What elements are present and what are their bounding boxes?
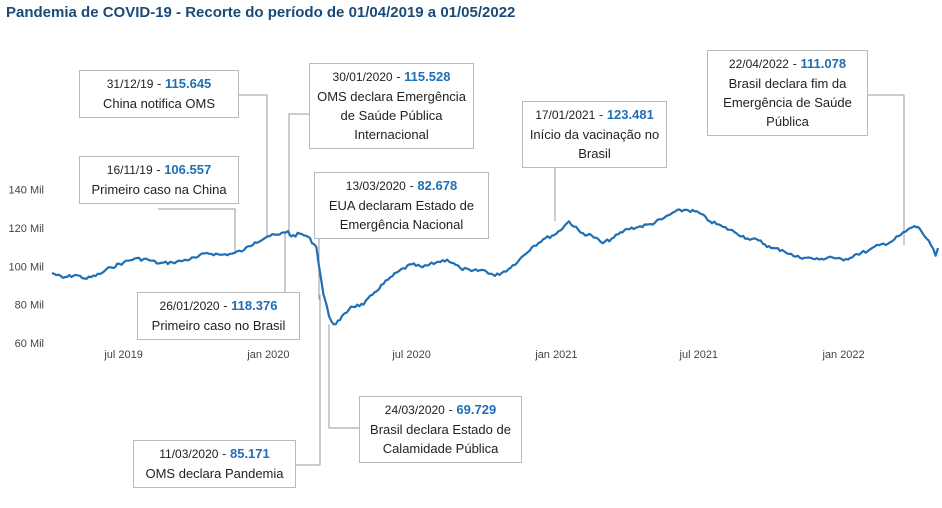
y-axis: 60 Mil 80 Mil 100 Mil 120 Mil 140 Mil bbox=[9, 185, 44, 350]
x-axis: jul 2019 jan 2020 jul 2020 jan 2021 jul 2021… bbox=[103, 349, 864, 361]
chart-title: Pandemia de COVID-19 - Recorte do períod… bbox=[6, 4, 516, 21]
annotation-box: 16/11/19 - 106.557 Primeiro caso na China bbox=[79, 156, 239, 204]
annotation-box: 22/04/2022 - 111.078 Brasil declara fim d… bbox=[707, 50, 868, 136]
annotation-header: 13/03/2020 - 82.678 bbox=[315, 176, 488, 196]
annotation-header: 30/01/2020 - 115.528 bbox=[310, 67, 473, 87]
annotation-date: 24/03/2020 bbox=[384, 403, 445, 417]
annotation-text: Primeiro caso na China bbox=[91, 182, 227, 197]
annotation-box: 17/01/2021 - 123.481 Início da vacinação … bbox=[522, 101, 667, 168]
x-tick-label: jan 2022 bbox=[821, 349, 864, 361]
annotation-value: 82.678 bbox=[417, 178, 458, 193]
annotation-box: 11/03/2020 - 85.171 OMS declara Pandemia bbox=[133, 440, 296, 488]
annotation-date: 16/11/19 bbox=[106, 163, 153, 177]
annotation-box: 13/03/2020 - 82.678 EUA declaram Estado d… bbox=[314, 172, 489, 239]
annotation-text: China notifica OMS bbox=[103, 96, 215, 111]
annotation-header: 31/12/19 - 115.645 bbox=[80, 74, 238, 94]
annotation-leader-lines bbox=[158, 94, 905, 466]
annotation-leader bbox=[288, 113, 309, 237]
annotation-separator: - bbox=[444, 402, 457, 417]
annotation-text: Primeiro caso no Brasil bbox=[151, 318, 286, 333]
annotation-separator: - bbox=[595, 107, 607, 122]
annotation-separator: - bbox=[153, 76, 165, 91]
annotation-date: 13/03/2020 bbox=[345, 179, 406, 193]
annotation-leader bbox=[296, 294, 321, 466]
y-tick-label: 80 Mil bbox=[15, 300, 44, 312]
annotation-header: 11/03/2020 - 85.171 bbox=[134, 444, 295, 464]
annotation-value: 106.557 bbox=[164, 162, 212, 177]
annotation-header: 22/04/2022 - 111.078 bbox=[708, 54, 867, 74]
annotation-header: 17/01/2021 - 123.481 bbox=[523, 105, 666, 125]
x-tick-label: jul 2021 bbox=[679, 349, 719, 361]
annotation-date: 17/01/2021 bbox=[535, 108, 596, 122]
annotation-leader bbox=[868, 94, 905, 246]
annotation-separator: - bbox=[392, 69, 405, 84]
x-tick-label: jul 2020 bbox=[391, 349, 431, 361]
series-line bbox=[51, 208, 940, 326]
annotation-date: 31/12/19 bbox=[106, 77, 154, 91]
annotation-text: OMS declara Emergência de Saúde Pública … bbox=[317, 89, 466, 142]
annotation-value: 69.729 bbox=[456, 402, 497, 417]
annotation-text: OMS declara Pandemia bbox=[145, 466, 284, 481]
annotation-date: 11/03/2020 bbox=[159, 447, 219, 461]
annotation-separator: - bbox=[788, 56, 801, 71]
annotation-value: 123.481 bbox=[606, 107, 654, 122]
annotation-value: 111.078 bbox=[800, 56, 847, 71]
annotation-separator: - bbox=[152, 162, 165, 177]
x-tick-label: jan 2021 bbox=[534, 349, 577, 361]
annotation-box: 30/01/2020 - 115.528 OMS declara Emergênc… bbox=[309, 63, 474, 149]
annotation-separator: - bbox=[218, 446, 230, 461]
annotation-date: 26/01/2020 bbox=[159, 299, 220, 313]
annotation-value: 118.376 bbox=[231, 298, 278, 313]
annotation-header: 24/03/2020 - 69.729 bbox=[360, 400, 521, 420]
annotation-text: EUA declaram Estado de Emergência Nacion… bbox=[328, 198, 475, 232]
y-tick-label: 100 Mil bbox=[9, 261, 44, 273]
y-tick-label: 140 Mil bbox=[9, 185, 44, 197]
annotation-box: 24/03/2020 - 69.729 Brasil declara Estado… bbox=[359, 396, 522, 463]
annotation-value: 115.528 bbox=[404, 69, 451, 84]
y-tick-label: 120 Mil bbox=[9, 223, 44, 235]
annotation-date: 30/01/2020 bbox=[332, 70, 393, 84]
annotation-leader bbox=[158, 208, 236, 254]
annotation-leader bbox=[239, 94, 268, 237]
annotation-value: 85.171 bbox=[229, 446, 270, 461]
annotation-separator: - bbox=[405, 178, 418, 193]
annotation-box: 31/12/19 - 115.645 China notifica OMS bbox=[79, 70, 239, 118]
y-tick-label: 60 Mil bbox=[15, 338, 44, 350]
x-tick-label: jan 2020 bbox=[246, 349, 289, 361]
annotation-separator: - bbox=[219, 298, 232, 313]
x-tick-label: jul 2019 bbox=[103, 349, 143, 361]
annotation-text: Início da vacinação no Brasil bbox=[529, 127, 660, 161]
annotation-header: 16/11/19 - 106.557 bbox=[80, 160, 238, 180]
annotation-box: 26/01/2020 - 118.376 Primeiro caso no Bra… bbox=[137, 292, 300, 340]
annotation-header: 26/01/2020 - 118.376 bbox=[138, 296, 299, 316]
annotation-date: 22/04/2022 bbox=[728, 57, 789, 71]
annotation-leader bbox=[328, 324, 359, 429]
annotation-text: Brasil declara Estado de Calamidade Públ… bbox=[370, 422, 511, 456]
annotation-value: 115.645 bbox=[165, 76, 212, 91]
annotation-text: Brasil declara fim da Emergência de Saúd… bbox=[723, 76, 852, 129]
